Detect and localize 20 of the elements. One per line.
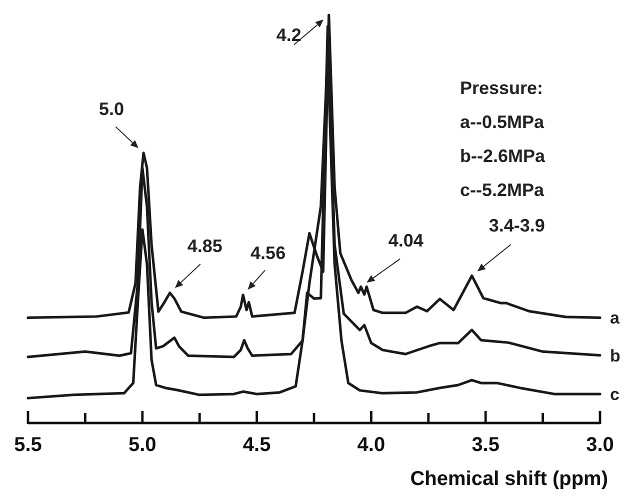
x-tick-label: 3.5 — [472, 434, 500, 456]
x-axis-title: Chemical shift (ppm) — [410, 468, 608, 490]
annotation: b--2.6MPa — [460, 146, 546, 166]
annotation: 5.0 — [99, 98, 124, 119]
annotation: Pressure: — [460, 78, 544, 98]
annotation: c--5.2MPa — [460, 180, 546, 200]
annotation: 4.04 — [388, 230, 424, 251]
annotation: a--0.5MPa — [460, 112, 546, 132]
series-label: a — [610, 308, 620, 328]
series-label: c — [610, 385, 620, 404]
annotation: 4.85 — [187, 236, 222, 256]
x-tick-label: 3.0 — [586, 434, 614, 456]
x-tick-label: 4.5 — [242, 434, 271, 456]
annotation: 4.2 — [276, 25, 302, 45]
annotation: 3.4-3.9 — [488, 216, 545, 236]
annotation: 4.56 — [250, 242, 286, 263]
x-tick-label: 5.0 — [128, 434, 156, 456]
series-label: b — [610, 346, 620, 366]
x-tick-label: 5.5 — [14, 434, 42, 456]
x-tick-label: 4.0 — [357, 434, 386, 456]
